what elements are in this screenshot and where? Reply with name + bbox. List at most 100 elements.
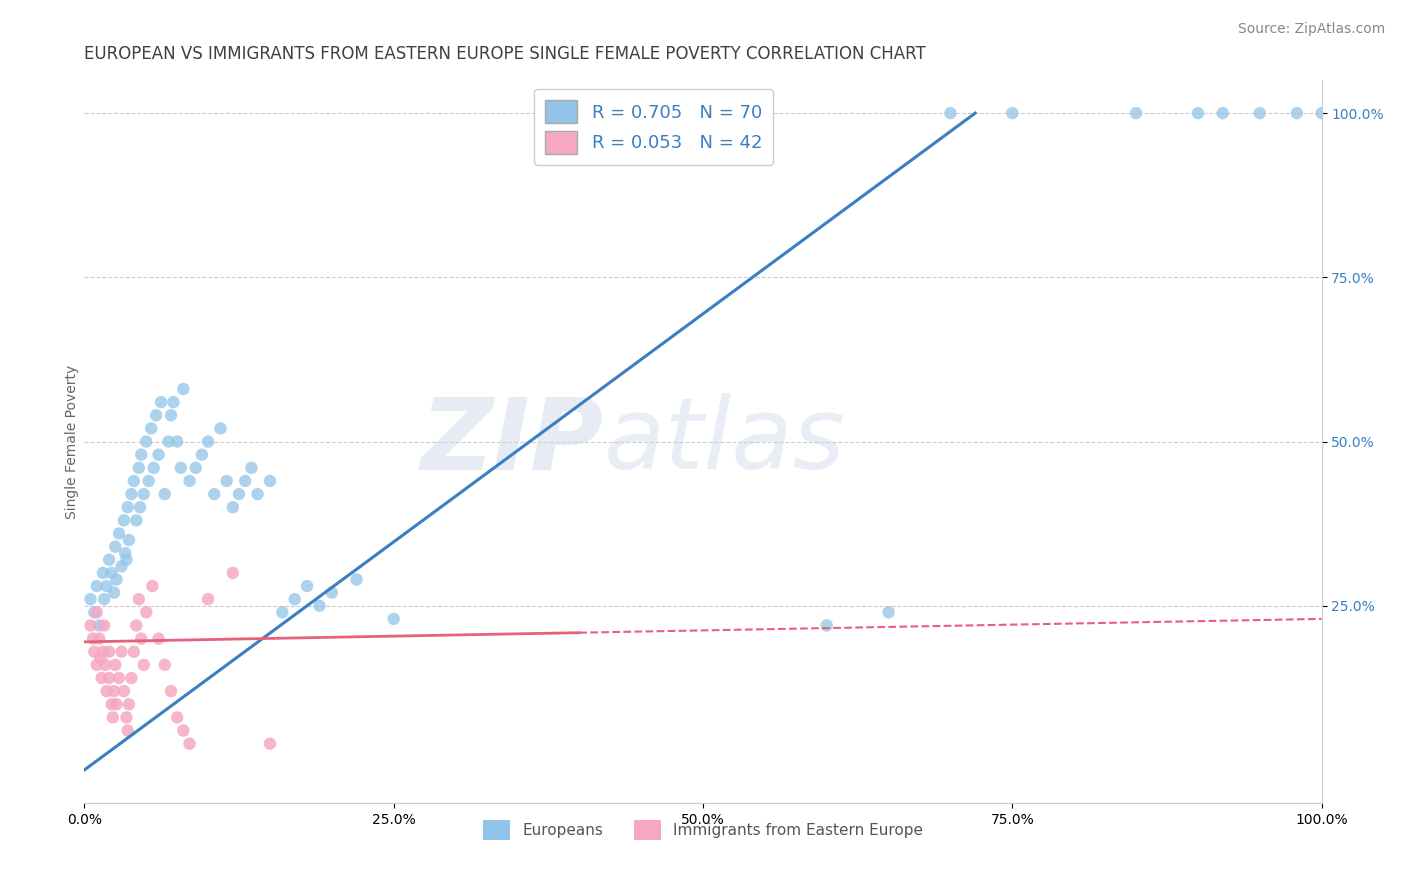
Point (120, 671, 142, 685)
Point (110, 645, 132, 659)
Point (96, 684, 118, 698)
Point (172, 382, 194, 396)
Point (222, 566, 245, 580)
Point (160, 409, 183, 423)
Point (89, 651, 111, 665)
Point (138, 474, 160, 488)
Point (1187, 106, 1209, 120)
Point (1125, 106, 1147, 120)
Point (82, 632, 104, 646)
Point (129, 500, 152, 515)
Point (129, 632, 152, 646)
Point (125, 618, 148, 632)
Point (228, 487, 250, 501)
Point (815, 618, 838, 632)
Point (86, 605, 108, 619)
Point (172, 723, 194, 738)
Point (129, 448, 152, 462)
Legend: Europeans, Immigrants from Eastern Europe: Europeans, Immigrants from Eastern Europ… (477, 814, 929, 846)
Point (120, 487, 142, 501)
Point (118, 533, 141, 547)
Point (233, 474, 256, 488)
Point (179, 474, 201, 488)
Point (135, 605, 157, 619)
Point (89, 632, 111, 646)
Point (197, 434, 219, 449)
Point (108, 526, 131, 541)
Point (877, 605, 900, 619)
Point (148, 632, 170, 646)
Point (101, 710, 124, 724)
Point (145, 409, 167, 423)
Text: Source: ZipAtlas.com: Source: ZipAtlas.com (1237, 22, 1385, 37)
Point (346, 573, 368, 587)
Point (128, 592, 150, 607)
Point (110, 559, 132, 574)
Point (259, 474, 281, 488)
Point (191, 448, 214, 462)
Point (166, 434, 188, 449)
Point (114, 546, 136, 560)
Point (1249, 106, 1271, 120)
Point (939, 106, 962, 120)
Point (128, 460, 150, 475)
Point (79, 592, 101, 607)
Point (142, 460, 165, 475)
Point (100, 698, 122, 712)
Point (157, 434, 180, 449)
Point (93, 618, 115, 632)
Point (222, 500, 245, 515)
Point (215, 474, 238, 488)
Text: atlas: atlas (605, 393, 845, 490)
Point (118, 698, 141, 712)
Point (271, 605, 294, 619)
Point (321, 585, 343, 599)
Point (153, 657, 176, 672)
Point (79, 618, 101, 632)
Point (89, 618, 111, 632)
Point (112, 684, 135, 698)
Point (86, 657, 108, 672)
Point (132, 657, 155, 672)
Point (202, 487, 225, 501)
Point (115, 710, 138, 724)
Point (83, 645, 105, 659)
Point (98, 553, 121, 567)
Point (382, 612, 405, 626)
Point (83, 605, 105, 619)
Point (1001, 106, 1024, 120)
Point (104, 540, 127, 554)
Point (135, 434, 157, 449)
Point (184, 460, 207, 475)
Point (125, 513, 148, 527)
Point (115, 553, 138, 567)
Point (246, 487, 269, 501)
Point (308, 599, 330, 613)
Point (240, 460, 263, 475)
Point (91, 645, 114, 659)
Point (166, 710, 188, 724)
Point (284, 592, 307, 607)
Point (117, 500, 139, 515)
Point (160, 684, 183, 698)
Point (100, 566, 122, 580)
Point (90, 671, 112, 685)
Y-axis label: Single Female Poverty: Single Female Poverty (65, 365, 79, 518)
Point (153, 487, 176, 501)
Point (98, 671, 121, 685)
Point (1310, 106, 1333, 120)
Point (86, 579, 108, 593)
Point (103, 585, 125, 599)
Point (209, 421, 232, 435)
Point (141, 579, 163, 593)
Text: EUROPEAN VS IMMIGRANTS FROM EASTERN EUROPE SINGLE FEMALE POVERTY CORRELATION CHA: EUROPEAN VS IMMIGRANTS FROM EASTERN EURO… (84, 45, 927, 63)
Point (98, 645, 121, 659)
Point (93, 592, 115, 607)
Point (117, 723, 139, 738)
Point (96, 579, 118, 593)
Point (162, 395, 184, 409)
Point (105, 573, 128, 587)
Point (148, 448, 170, 462)
Point (141, 421, 163, 435)
Text: ZIP: ZIP (420, 393, 605, 490)
